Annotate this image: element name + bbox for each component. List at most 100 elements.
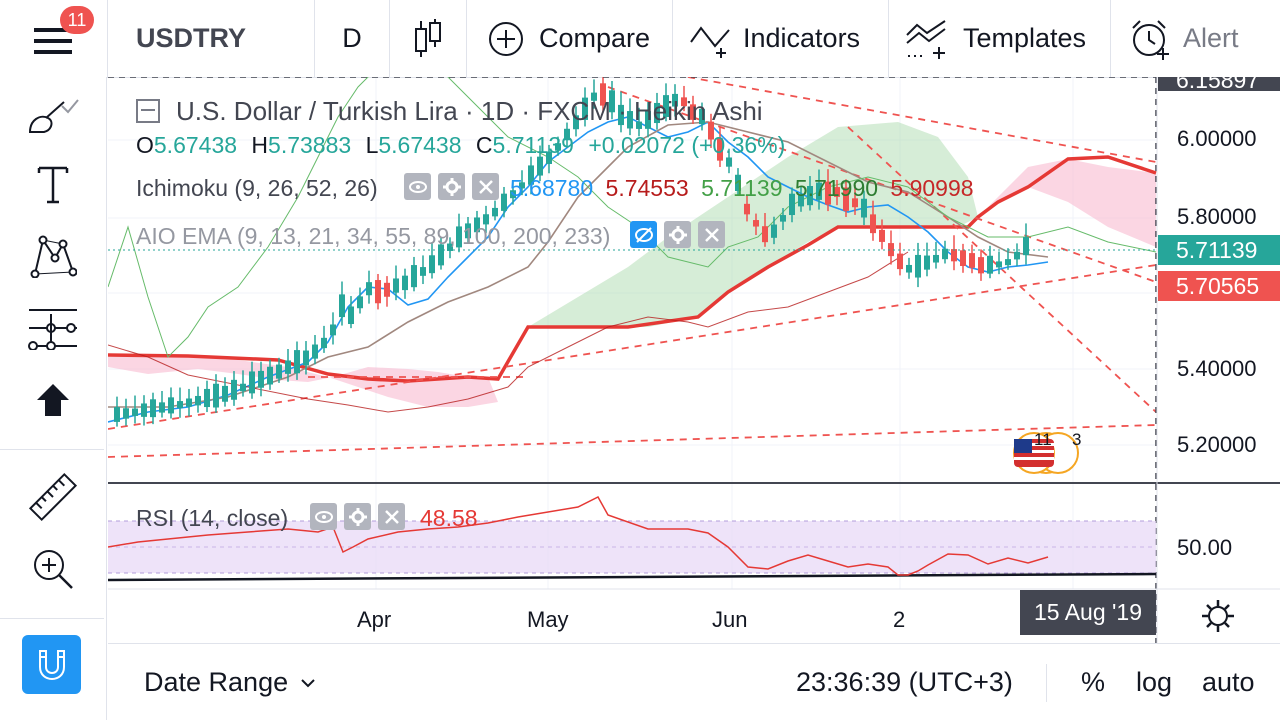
candle-body (717, 138, 723, 161)
date-range-button[interactable]: Date Range (144, 644, 318, 721)
text-tool-button[interactable] (0, 159, 106, 209)
high-label: H (251, 132, 269, 158)
rsi-visibility-button[interactable] (310, 503, 337, 530)
notification-badge: 11 (60, 6, 94, 34)
alert-button[interactable]: Alert (1111, 0, 1280, 77)
brush-icon (28, 99, 79, 133)
candle-body (1023, 237, 1029, 256)
interval-button[interactable]: D (315, 0, 390, 77)
candle-body (960, 250, 966, 267)
kijun-value: 5.74553 (605, 175, 689, 201)
log-scale-button[interactable]: log (1136, 644, 1172, 721)
auto-label: auto (1202, 667, 1255, 697)
aio-ema-legend-label: AIO EMA (9, 13, 21, 34, 55, 89, 100, 200… (136, 223, 611, 249)
rsi-remove-button[interactable] (378, 503, 405, 530)
senkou-span-b-line (108, 155, 1157, 383)
ichimoku-settings-button[interactable] (438, 173, 465, 200)
event-count-a: 11 (1034, 430, 1052, 449)
menu-button[interactable]: 11 (0, 0, 108, 77)
candle-body (384, 282, 390, 297)
candle-body (573, 115, 579, 130)
chart-settings-button[interactable] (1198, 596, 1238, 636)
time-label-may: May (527, 607, 569, 632)
pattern-tool-button[interactable] (0, 231, 106, 281)
auto-scale-button[interactable]: auto (1202, 644, 1255, 721)
candle-body (168, 397, 174, 414)
candle-body (213, 383, 219, 408)
candle-body (843, 187, 849, 211)
time-label-apr: Apr (357, 607, 392, 632)
plus-circle-icon (489, 21, 523, 56)
candle-body (195, 395, 201, 406)
candle-body (474, 217, 480, 233)
price-tick: 5.80000 (1177, 204, 1257, 229)
candlestick-series (114, 77, 1029, 427)
price-tick: 5.20000 (1177, 432, 1257, 457)
ichimoku-legend-label: Ichimoku (9, 26, 52, 26) (136, 175, 378, 201)
candle-body (555, 143, 561, 151)
prediction-icon (28, 309, 77, 350)
candle-body (303, 350, 309, 366)
ichimoku-visibility-button[interactable] (404, 173, 431, 200)
candle-body (294, 350, 300, 374)
candle-body (285, 360, 291, 374)
templates-icon (906, 19, 946, 59)
date-range-label: Date Range (144, 667, 289, 697)
aio-ema-remove-button[interactable] (698, 221, 725, 248)
kijun-sen-line (108, 121, 1049, 408)
candle-body (348, 306, 354, 325)
candle-body (951, 249, 957, 262)
hamburger-icon (33, 27, 72, 54)
collapse-legend-icon[interactable] (136, 99, 160, 124)
arrow-tool-button[interactable] (0, 375, 106, 425)
gear-icon (348, 507, 367, 526)
ruler-tool-button[interactable] (0, 469, 106, 525)
candle-body (249, 371, 255, 394)
span-b-value: 5.90998 (890, 175, 974, 201)
magnet-mode-button[interactable] (22, 635, 81, 694)
bottom-toolbar: Date Range 23:36:39 (UTC+3) % log auto (108, 643, 1280, 721)
rsi-settings-button[interactable] (344, 503, 371, 530)
candle-body (1005, 259, 1011, 266)
candle-body (501, 193, 507, 211)
ichimoku-values: 5.68780 5.74553 5.71139 5.71990 5.90998 (510, 175, 974, 202)
candle-body (114, 407, 120, 422)
earnings-event-badge[interactable] (1013, 432, 1079, 474)
candle-body (483, 214, 489, 225)
forecast-tool-button[interactable] (0, 303, 106, 353)
event-count-b: 3 (1072, 430, 1082, 449)
chart-type-button[interactable] (390, 0, 467, 77)
open-value: 5.67438 (153, 132, 238, 158)
zoom-tool-button[interactable] (0, 541, 106, 597)
span-a-value: 5.71990 (794, 175, 879, 201)
interval-label: D (342, 23, 362, 53)
percent-scale-button[interactable]: % (1081, 644, 1105, 721)
close-icon (704, 227, 719, 242)
candle-body (159, 402, 165, 413)
candle-body (852, 198, 858, 208)
magnet-icon (38, 649, 65, 680)
ruler-icon (28, 472, 78, 522)
candle-body (429, 255, 435, 274)
clock-label: 23:36:39 (UTC+3) (796, 667, 1013, 697)
brush-tool-button[interactable] (0, 91, 106, 141)
indicators-button[interactable]: Indicators (673, 0, 889, 77)
templates-button[interactable]: Templates (889, 0, 1111, 77)
eye-icon (408, 180, 427, 193)
candle-body (726, 157, 732, 167)
symbol-search-button[interactable]: USDTRY (108, 0, 315, 77)
aio-ema-visibility-button[interactable] (630, 221, 657, 248)
compare-button[interactable]: Compare (467, 0, 673, 77)
trend-line (108, 424, 1157, 458)
candle-body (258, 370, 264, 388)
compare-label: Compare (539, 23, 651, 53)
crosshair-price-value: 6.15897 (1176, 77, 1260, 91)
candle-body (339, 294, 345, 318)
eye-icon (314, 510, 333, 523)
candle-body (402, 275, 408, 291)
candle-body (528, 165, 534, 185)
aio-ema-settings-button[interactable] (664, 221, 691, 248)
ichimoku-remove-button[interactable] (472, 173, 499, 200)
chart-area[interactable] (108, 77, 1280, 643)
clock-button[interactable]: 23:36:39 (UTC+3) (796, 644, 1013, 721)
